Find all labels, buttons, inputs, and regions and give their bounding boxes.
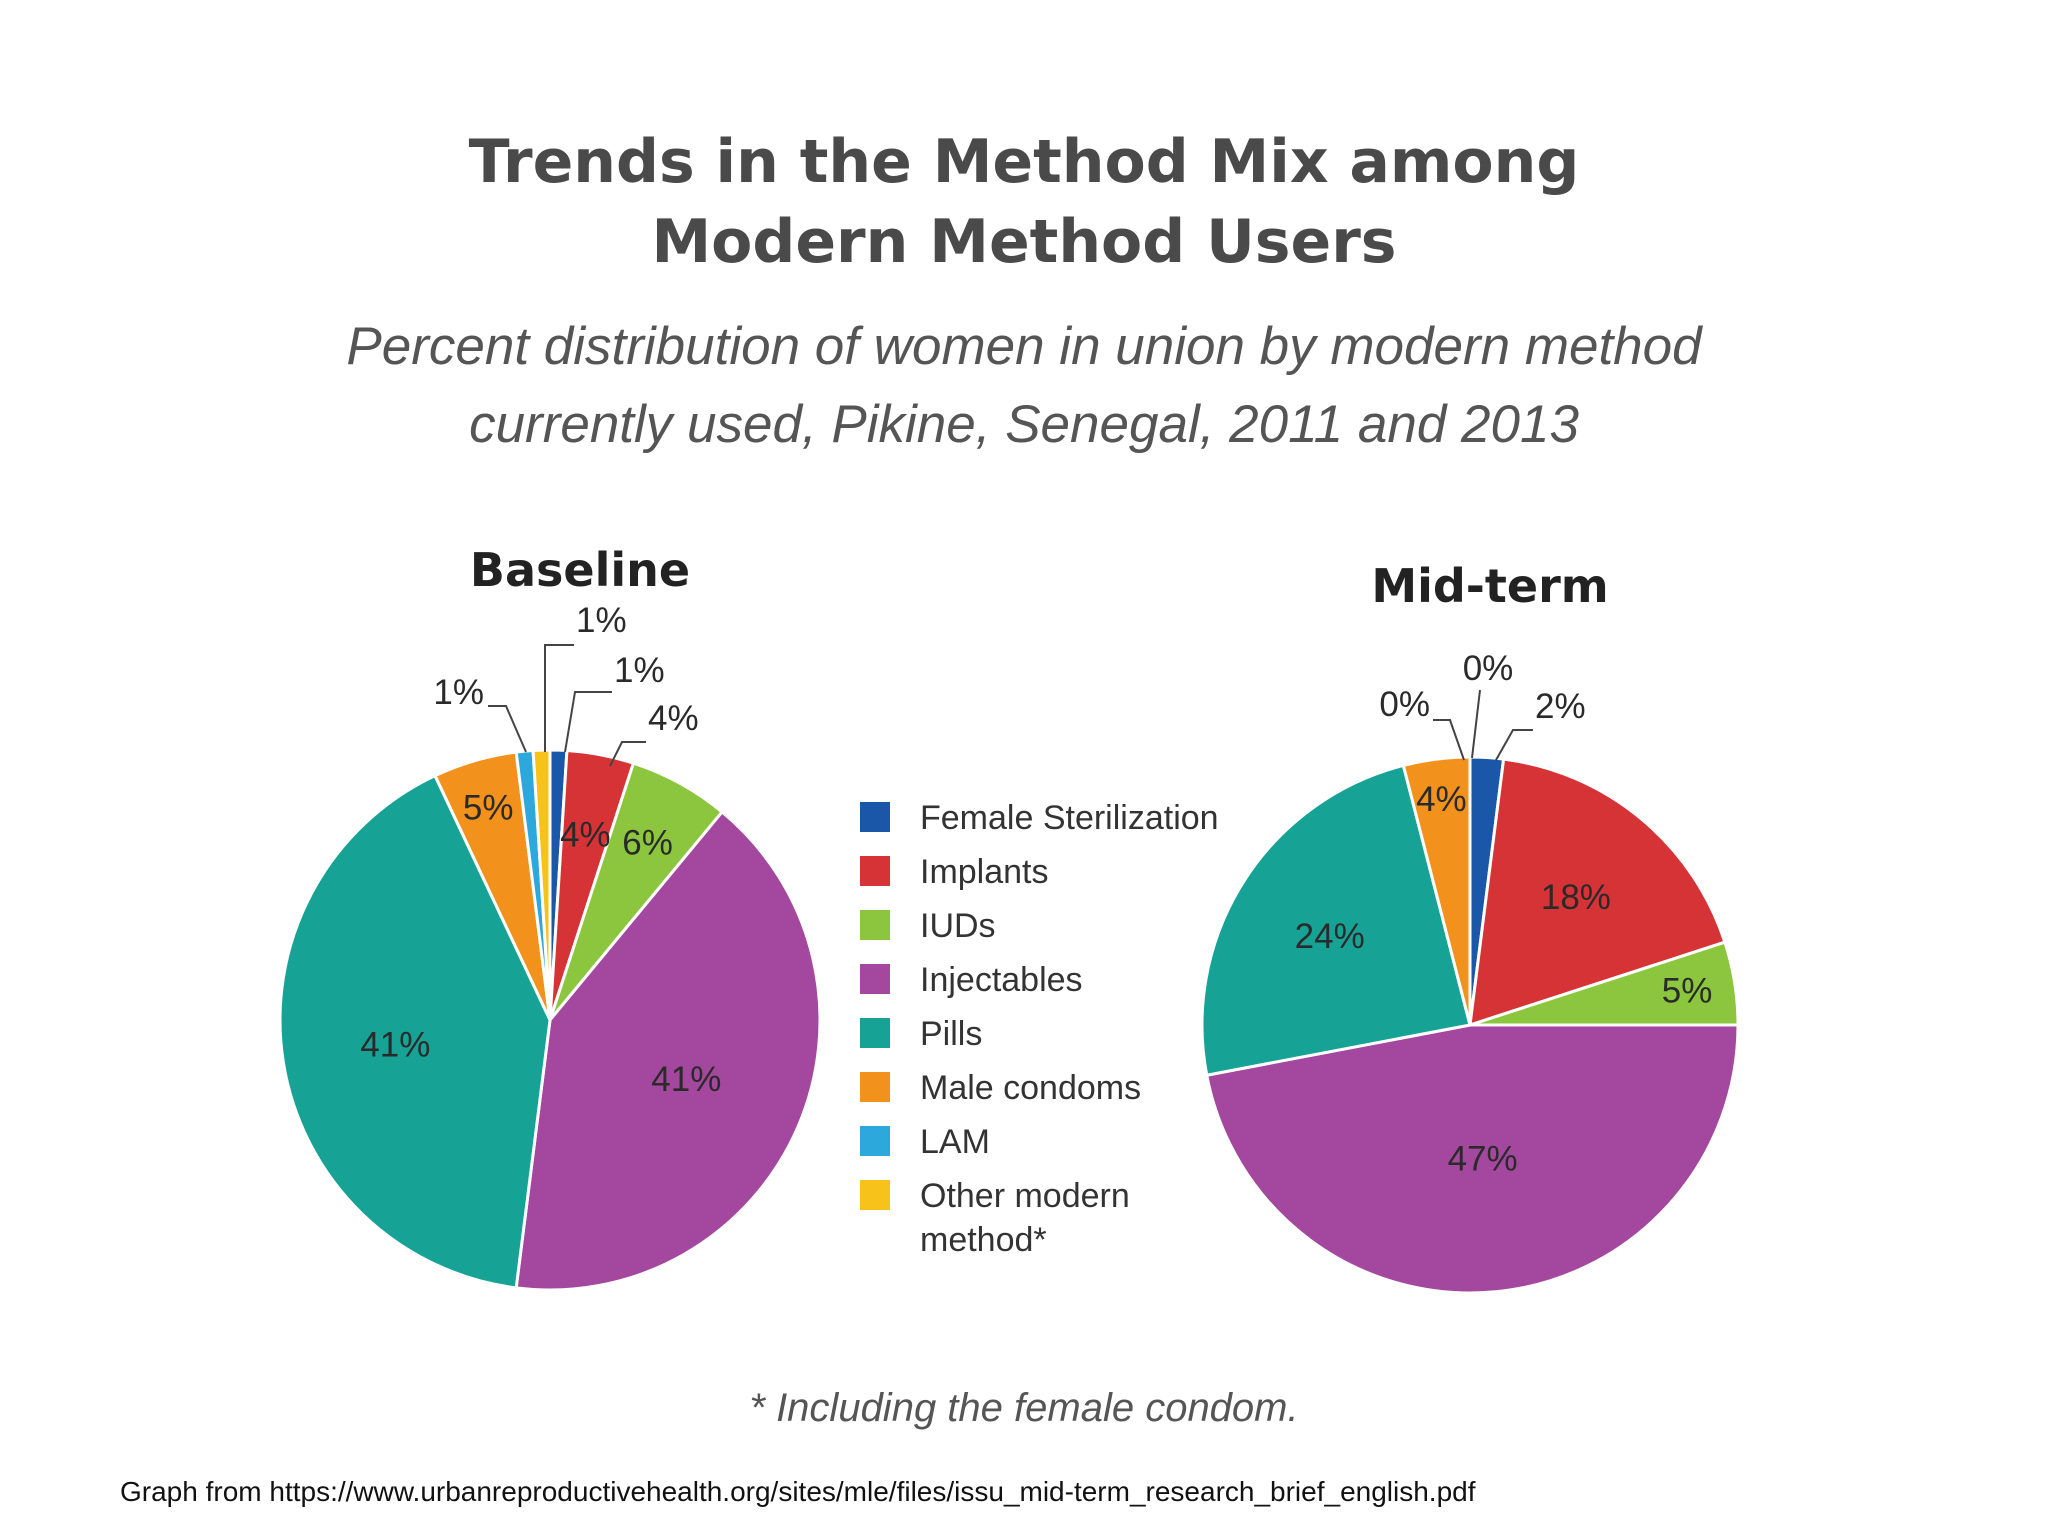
legend-label-other-modern: Other modern [920,1177,1130,1215]
legend-swatch-female-sterilization [860,802,890,832]
legend-label-injectables: Injectables [920,961,1083,999]
slice-label-baseline-injectables: 41% [651,1060,721,1099]
slice-label-midterm-implants: 18% [1541,878,1611,917]
pie-slice-baseline-pills [278,773,552,1290]
leader-line-baseline-implants [609,741,646,767]
slice-label-baseline-implants: 4% [560,815,611,854]
legend-label-pills: Pills [920,1015,982,1053]
slice-label-baseline-iuds: 6% [622,824,673,863]
legend-label-method: method* [920,1221,1047,1259]
legend-swatch-pills [860,1018,890,1048]
chart-subtitle-line-1: Percent distribution of women in union b… [346,317,1702,376]
slice-label-midterm-other-modern-method: 0% [1463,649,1514,688]
slice-label-baseline-male-condoms: 5% [463,788,514,827]
legend-swatch-lam [860,1126,890,1156]
pie-slice-midterm-injectables [1204,1023,1740,1295]
pie-slice-baseline-other-modern-method [531,748,552,1021]
slice-label-baseline-pills: 41% [360,1026,430,1065]
slice-label-baseline-implants: 4% [648,699,699,738]
pie-midterm: 18% 5% 47% 24% 4% 2% 0% 0% [1200,649,1740,1295]
footnote: * Including the female condom. [749,1386,1299,1430]
leader-line-midterm-lam [1433,719,1465,761]
pie-slice-midterm-male-condoms [1401,755,1472,1026]
leader-line-baseline-female-sterilization [564,691,612,753]
slice-label-midterm-pills: 24% [1295,917,1365,956]
leader-line-baseline-lam [488,705,527,753]
slice-label-midterm-injectables: 47% [1448,1139,1518,1178]
legend-swatch-implants [860,856,890,886]
legend-label-implants: Implants [920,853,1049,891]
legend-swatch-iuds [860,910,890,940]
pie-slice-baseline-injectables [514,809,822,1292]
legend-label-male-condoms: Male condoms [920,1069,1141,1107]
chart-subtitle: Percent distribution of women in union b… [0,308,2048,464]
pie-slice-midterm-pills [1200,763,1472,1077]
legend-swatch-other-modern [860,1180,890,1210]
source-caption: Graph from https://www.urbanreproductive… [120,1476,1476,1507]
pie-baseline: 4% 6% 41% 41% 5% 1% 4% 1% 1% [278,601,822,1292]
pie-title-midterm: Mid-term [1371,559,1608,613]
chart-title-line-1: Trends in the Method Mix among [468,127,1580,197]
leader-line-midterm-other-modern-method [1471,689,1481,759]
legend-label-iuds: IUDs [920,907,996,945]
slice-label-baseline-other-modern-method: 1% [576,601,627,640]
legend-swatch-male-condoms [860,1072,890,1102]
pie-slice-midterm-implants [1468,757,1727,1028]
slice-label-midterm-iuds: 5% [1662,972,1713,1011]
leader-line-midterm-female-sterilization [1495,729,1533,761]
slice-label-midterm-lam: 0% [1379,685,1430,724]
legend-label-female-sterilization: Female Sterilization [920,799,1219,837]
slice-label-midterm-male-condoms: 4% [1416,780,1467,819]
slice-label-baseline-lam: 1% [433,673,484,712]
legend-label-lam: LAM [920,1123,990,1161]
chart-title-line-2: Modern Method Users [651,207,1397,277]
leader-line-baseline-other-modern-method [544,644,574,752]
slice-label-baseline-female-sterilization: 1% [614,651,665,690]
chart-subtitle-line-2: currently used, Pikine, Senegal, 2011 an… [469,395,1579,454]
legend-swatch-injectables [860,964,890,994]
chart-title: Trends in the Method Mix among Modern Me… [0,122,2048,282]
slice-label-midterm-female-sterilization: 2% [1535,687,1586,726]
pie-title-baseline: Baseline [470,543,690,597]
legend: Female Sterilization Implants IUDs Injectab… [860,799,1219,1259]
